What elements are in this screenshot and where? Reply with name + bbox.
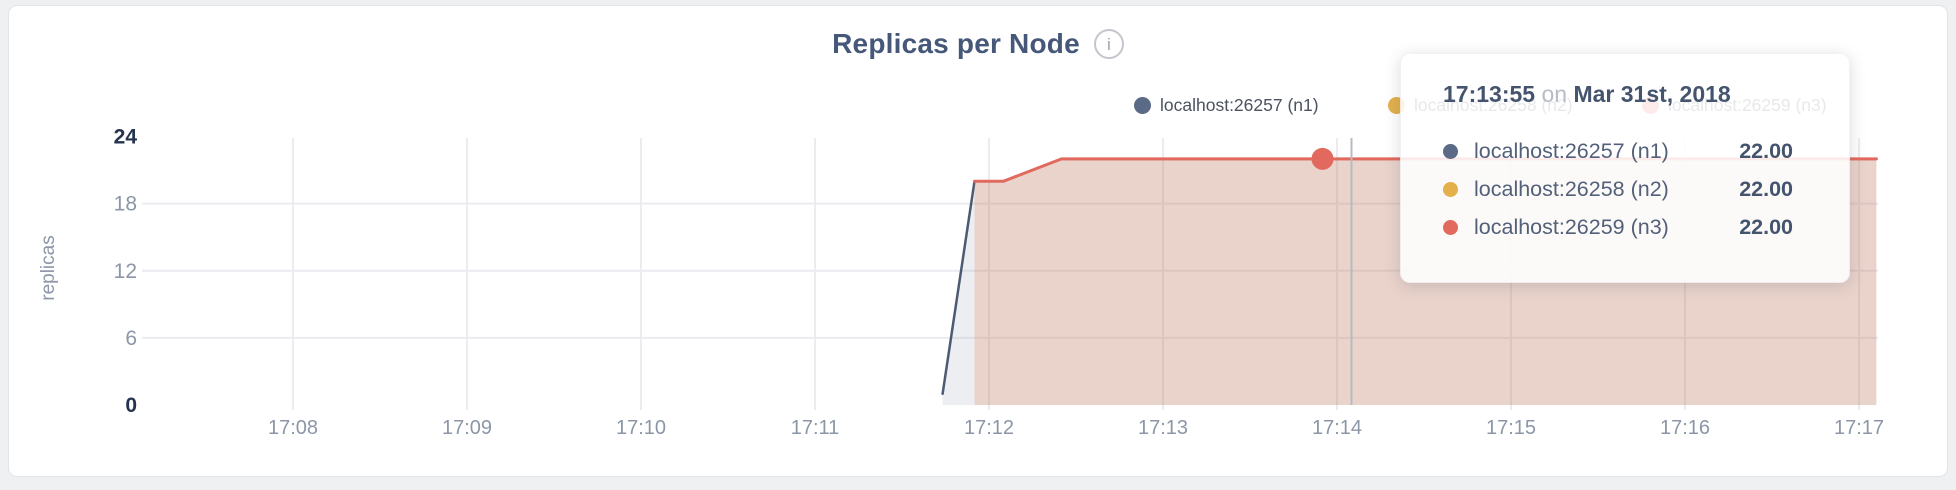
y-axis-label: replicas — [38, 235, 59, 300]
tooltip-series-value: 22.00 — [1739, 214, 1793, 239]
legend-dot-icon — [1134, 97, 1151, 114]
y-tick-label: 12 — [114, 260, 137, 283]
tooltip-series-value: 22.00 — [1739, 176, 1793, 201]
x-tick-label: 17:16 — [1660, 417, 1710, 439]
info-icon[interactable]: i — [1093, 29, 1124, 59]
tooltip-header: 17:13:55 on Mar 31st, 2018 — [1443, 80, 1821, 108]
tooltip-series-dot-icon — [1443, 219, 1458, 235]
y-tick-label: 18 — [114, 193, 137, 216]
y-tick-label: 24 — [114, 126, 138, 149]
x-tick-label: 17:15 — [1486, 417, 1536, 439]
tooltip-rows: localhost:26257 (n1) 22.00 localhost:26258… — [1431, 132, 1821, 246]
chart-tooltip: 17:13:55 on Mar 31st, 2018 localhost:262… — [1400, 53, 1850, 283]
legend-item-label: localhost:26257 (n1) — [1160, 95, 1319, 115]
tooltip-conjunction: on — [1541, 81, 1568, 107]
tooltip-series-value: 22.00 — [1739, 138, 1793, 163]
legend-item-n1[interactable]: localhost:26257 (n1) — [1134, 95, 1319, 116]
x-tick-label: 17:12 — [964, 417, 1014, 439]
tooltip-series-dot-icon — [1443, 143, 1458, 159]
tooltip-row-n3: localhost:26259 (n3) 22.00 — [1431, 208, 1821, 246]
y-tick-label: 6 — [125, 327, 137, 350]
x-tick-label: 17:10 — [616, 417, 666, 439]
tooltip-series-label: localhost:26258 (n2) — [1474, 176, 1669, 201]
x-tick-label: 17:09 — [442, 417, 492, 439]
chart-header: Replicas per Node i — [0, 28, 1956, 60]
tooltip-time: 17:13:55 — [1443, 81, 1536, 107]
tooltip-series-label: localhost:26259 (n3) — [1474, 214, 1669, 239]
x-tick-label: 17:11 — [791, 417, 840, 439]
y-tick-label: 0 — [125, 394, 137, 417]
x-tick-label: 17:08 — [268, 417, 318, 439]
x-tick-label: 17:13 — [1138, 417, 1188, 439]
tooltip-row-n2: localhost:26258 (n2) 22.00 — [1431, 170, 1821, 208]
tooltip-series-dot-icon — [1443, 181, 1458, 197]
tooltip-series-label: localhost:26257 (n1) — [1474, 138, 1669, 163]
x-tick-label: 17:14 — [1312, 417, 1362, 439]
highlighted-point — [1311, 147, 1334, 170]
x-tick-label: 17:17 — [1834, 417, 1884, 439]
chart-title: Replicas per Node — [832, 28, 1080, 59]
tooltip-row-n1: localhost:26257 (n1) 22.00 — [1431, 132, 1821, 170]
tooltip-date: Mar 31st, 2018 — [1573, 81, 1731, 107]
